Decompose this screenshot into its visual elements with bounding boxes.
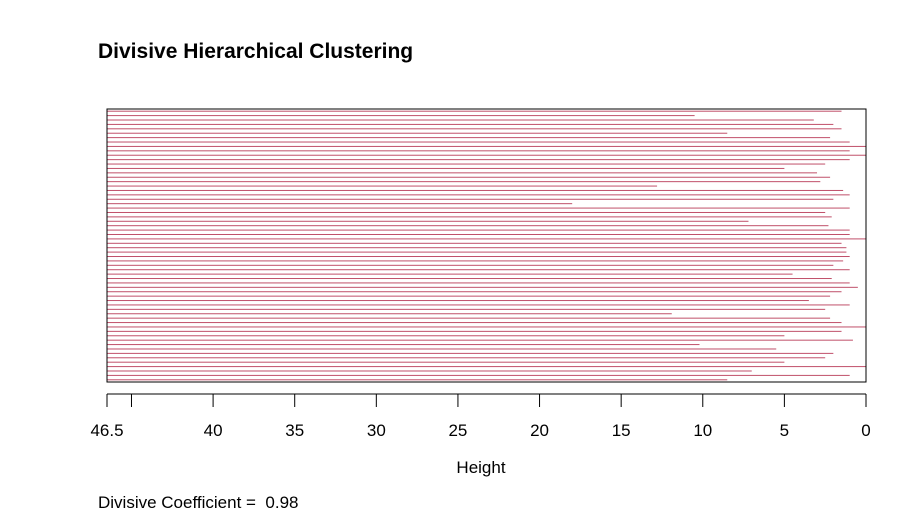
- banner-bar: [107, 269, 850, 271]
- banner-bar: [107, 313, 672, 315]
- banner-bar: [107, 361, 785, 363]
- banner-bar: [107, 251, 847, 253]
- banner-bar: [107, 330, 842, 332]
- banner-bar: [107, 220, 749, 222]
- banner-bars: [107, 110, 866, 381]
- banner-bar: [107, 247, 847, 249]
- banner-bar: [107, 348, 777, 350]
- x-tick-label: 25: [448, 421, 467, 440]
- banner-bar: [107, 203, 573, 205]
- banner-bar: [107, 189, 844, 191]
- banner-bar: [107, 344, 700, 346]
- chart-title: Divisive Hierarchical Clustering: [98, 40, 413, 63]
- x-tick-label: 5: [780, 421, 789, 440]
- banner-bar: [107, 185, 658, 187]
- banner-bar: [107, 194, 850, 196]
- banner-bar: [107, 238, 866, 240]
- banner-bar: [107, 335, 785, 337]
- banner-bar: [107, 357, 826, 359]
- banner-bar: [107, 137, 831, 139]
- banner-bar: [107, 163, 826, 165]
- banner-bar: [107, 123, 834, 125]
- banner-bar: [107, 132, 728, 134]
- x-tick-label: 30: [367, 421, 386, 440]
- banner-bar: [107, 225, 829, 227]
- banner-bar: [107, 115, 695, 117]
- banner-bar: [107, 291, 842, 293]
- banner-bar: [107, 198, 834, 200]
- banner-bar: [107, 370, 752, 372]
- banner-bar: [107, 326, 866, 328]
- x-tick-label: 40: [204, 421, 223, 440]
- banner-bar: [107, 229, 850, 231]
- banner-bar: [107, 110, 842, 112]
- x-tick-label: 20: [530, 421, 549, 440]
- banner-bar: [107, 374, 850, 376]
- banner-bar: [107, 322, 842, 324]
- x-tick-label: 10: [693, 421, 712, 440]
- banner-bar: [107, 181, 821, 183]
- banner-bar: [107, 278, 832, 280]
- banner-bar: [107, 119, 814, 121]
- banner-bar: [107, 286, 858, 288]
- banner-bar: [107, 159, 850, 161]
- x-tick-label: 15: [612, 421, 631, 440]
- banner-bar: [107, 256, 850, 258]
- banner-bar: [107, 264, 834, 266]
- banner-bar: [107, 242, 842, 244]
- banner-bar: [107, 352, 834, 354]
- banner-bar: [107, 282, 850, 284]
- banner-bar: [107, 317, 831, 319]
- banner-bar: [107, 295, 831, 297]
- banner-bar: [107, 207, 850, 209]
- x-tick-label: 46.5: [90, 421, 123, 440]
- banner-bar: [107, 339, 853, 341]
- banner-bar: [107, 308, 826, 310]
- banner-bar: [107, 379, 728, 381]
- x-axis-title: Height: [456, 458, 505, 477]
- banner-bar: [107, 141, 850, 143]
- plot-frame: [106, 108, 867, 383]
- banner-bar: [107, 233, 850, 235]
- banner-bar: [107, 304, 850, 306]
- banner-bar: [107, 167, 785, 169]
- x-axis: 46.5 40 35 30 25 20 15 10 5 0: [90, 393, 871, 440]
- banner-bar: [107, 211, 826, 213]
- banner-bar: [107, 273, 793, 275]
- x-tick-label: 35: [285, 421, 304, 440]
- x-tick-label: 0: [861, 421, 870, 440]
- banner-bar: [107, 172, 818, 174]
- banner-bar: [107, 150, 850, 152]
- banner-bar: [107, 216, 832, 218]
- divisive-coefficient-label: Divisive Coefficient = 0.98: [98, 493, 298, 512]
- banner-bar: [107, 366, 866, 368]
- banner-bar: [107, 128, 842, 130]
- banner-bar: [107, 260, 844, 262]
- banner-bar: [107, 300, 809, 302]
- banner-bar: [107, 154, 866, 156]
- banner-bar: [107, 176, 831, 178]
- banner-bar: [107, 145, 866, 147]
